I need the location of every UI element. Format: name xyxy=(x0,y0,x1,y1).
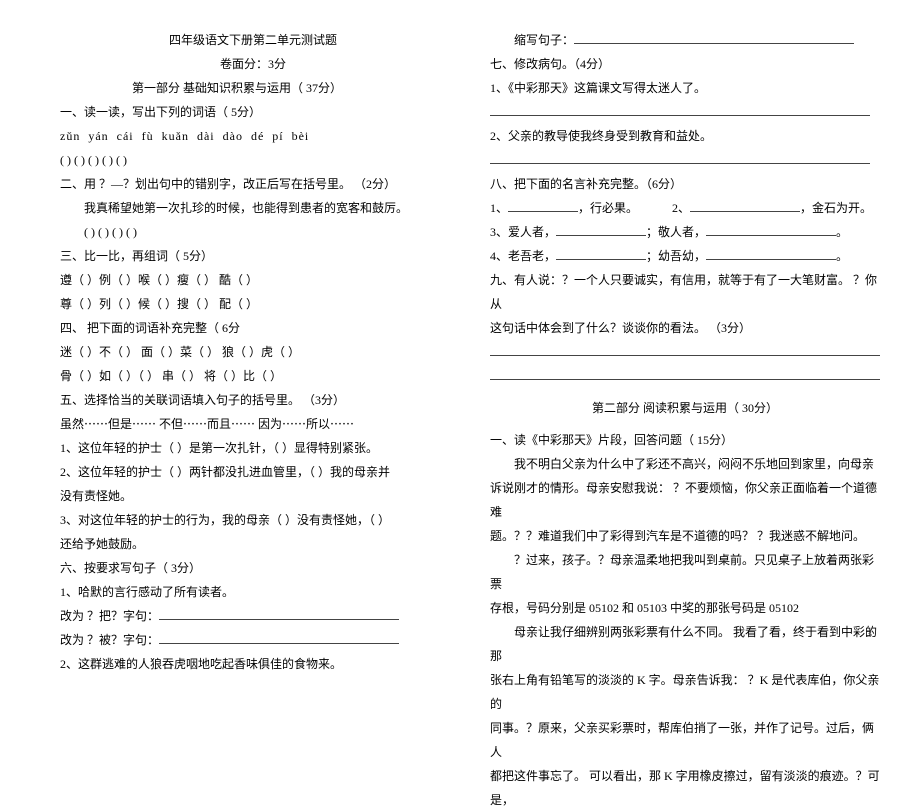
p4: ？过来，孩子。？母亲温柔地把我叫到桌前。只见桌子上放着两张彩票 xyxy=(490,548,880,596)
q2-b: 我真稀望她第一次扎珍的时候，也能得到患者的宽客和鼓厉。 xyxy=(60,196,446,220)
q3: 三、比一比，再组词（ 5分） xyxy=(60,244,446,268)
page-number: 3 xyxy=(867,628,873,640)
q8-4-label: 4、老吾老， xyxy=(490,249,556,263)
p9: 都把这件事忘了。 可以看出，那 K 字用橡皮擦过，留有淡淡的痕迹。？可是， xyxy=(490,764,880,812)
blank-line xyxy=(159,608,399,620)
q1: 一、读一读，写出下列的词语（ 5分） xyxy=(60,100,446,124)
q7-1: 1、《中彩那天》这篇课文写得太迷人了。 xyxy=(490,76,880,100)
blank-line xyxy=(706,224,836,236)
q4: 四、 把下面的词语补充完整（ 6分 xyxy=(60,316,446,340)
spacer xyxy=(490,420,880,428)
part1-heading: 第一部分 基础知识积累与运用（ 37分） xyxy=(60,76,446,100)
q2-a: 二、用 ？—？划出句中的错别字，改正后写在括号里。 （2分） xyxy=(60,172,446,196)
q3-row1: 遵（ ）例（ ）喉（ ）瘦（ ） 酷（ ） xyxy=(60,268,446,292)
q7-2: 2、父亲的教导使我终身受到教育和益处。 xyxy=(490,124,880,148)
q7-1-blank xyxy=(490,100,880,124)
q3-row2: 尊（ ）列（ ）候（ ）搜（ ） 配（ ） xyxy=(60,292,446,316)
q5-1: 1、这位年轻的护士（ ）是第一次扎针，（ ）显得特别紧张。 xyxy=(60,436,446,460)
q9a: 九、有人说：？一个人只要诚实，有信用，就等于有了一大笔财富。 ？你从 xyxy=(490,268,880,316)
r-q1: 一、读《中彩那天》片段，回答问题（ 15分） xyxy=(490,428,880,452)
p2: 诉说刚才的情形。母亲安慰我说： ？不要烦恼，你父亲正面临着一个道德难 xyxy=(490,476,880,524)
q8-1-num: 1、 xyxy=(490,201,508,215)
q8-1-mid: ，行必果。 xyxy=(578,201,638,215)
q4-row1: 迷（ ）不（ ） 面（ ）菜（ ） 狼（ ）虎（ ） xyxy=(60,340,446,364)
q6: 六、按要求写句子（ 3分） xyxy=(60,556,446,580)
q8-3-mid: ；敬人者， xyxy=(646,225,706,239)
q5-a: 虽然⋯⋯但是⋯⋯ 不但⋯⋯而且⋯⋯ 因为⋯⋯所以⋯⋯ xyxy=(60,412,446,436)
q1-pinyin: zǔn yán cái fù kuǎn dài dào dé pí bèi xyxy=(60,124,446,148)
p6: 母亲让我仔细辨别两张彩票有什么不同。 我看了看，终于看到中彩的那 xyxy=(490,620,880,668)
q9-blank1 xyxy=(490,340,880,364)
blank-line xyxy=(574,32,854,44)
q5-2b: 没有责怪她。 xyxy=(60,484,446,508)
q8-3-label: 3、爱人者， xyxy=(490,225,556,239)
blank-line xyxy=(690,200,800,212)
q5-3: 3、对这位年轻的护士的行为，我的母亲（ ）没有责怪她，（ ） xyxy=(60,508,446,532)
q2-c: ( ) ( ) ( ) ( ) xyxy=(60,220,446,244)
q7-2-blank xyxy=(490,148,880,172)
q8-4-mid: ；幼吾幼， xyxy=(646,249,706,263)
left-column: 四年级语文下册第二单元测试题 卷面分：3分 第一部分 基础知识积累与运用（ 37… xyxy=(60,28,446,812)
blank-line xyxy=(490,104,870,116)
q1-parens: ( ) ( ) ( ) ( ) ( ) xyxy=(60,148,446,172)
q4-row2: 骨（ ）如（ ）（ ） 串（ ） 将（ ）比（ ） xyxy=(60,364,446,388)
blank-line xyxy=(490,344,880,356)
q7: 七、修改病句。（4分） xyxy=(490,52,880,76)
p1: 我不明白父亲为什么中了彩还不高兴，闷闷不乐地回到家里，向母亲 xyxy=(490,452,880,476)
q5: 五、选择恰当的关联词语填入句子的括号里。 （3分） xyxy=(60,388,446,412)
blank-line xyxy=(556,248,646,260)
q9-blank2 xyxy=(490,364,880,388)
q6-1b: 改为 ？被？字句： xyxy=(60,628,446,652)
q8-row1: 1、 ，行必果。 2、 ，金石为开。 xyxy=(490,196,880,220)
q6-2: 2、这群逃难的人狼吞虎咽地吃起香味俱佳的食物来。 xyxy=(60,652,446,676)
p8: 同事。？原来，父亲买彩票时，帮库伯捎了一张，并作了记号。过后，俩人 xyxy=(490,716,880,764)
blank-line xyxy=(706,248,836,260)
q9b: 这句话中体会到了什么？谈谈你的看法。 （3分） xyxy=(490,316,880,340)
q6-1b-label: 改为 ？被？字句： xyxy=(60,633,159,647)
q5-2: 2、这位年轻的护士（ ）两针都没扎进血管里，（ ）我的母亲并 xyxy=(60,460,446,484)
blank-line xyxy=(490,368,880,380)
blank-line xyxy=(508,200,578,212)
doc-subtitle: 卷面分：3分 xyxy=(60,52,446,76)
part2-heading: 第二部分 阅读积累与运用（ 30分） xyxy=(490,396,880,420)
r0-label: 缩写句子： xyxy=(514,33,574,47)
q8-2-num: 2、 xyxy=(672,201,690,215)
p5: 存根，号码分别是 05102 和 05103 中奖的那张号码是 05102 xyxy=(490,596,880,620)
r0: 缩写句子： xyxy=(490,28,880,52)
q8: 八、把下面的名言补充完整。（6分） xyxy=(490,172,880,196)
q8-2-end: ，金石为开。 xyxy=(800,201,872,215)
q6-1: 1、哈默的言行感动了所有读者。 xyxy=(60,580,446,604)
q5-3b: 还给予她鼓励。 xyxy=(60,532,446,556)
right-column: 缩写句子： 七、修改病句。（4分） 1、《中彩那天》这篇课文写得太迷人了。 2、… xyxy=(490,28,880,812)
doc-title: 四年级语文下册第二单元测试题 xyxy=(60,28,446,52)
q6-1a: 改为 ？把？字句： xyxy=(60,604,446,628)
blank-line xyxy=(159,632,399,644)
q8-row4: 4、老吾老，；幼吾幼，。 xyxy=(490,244,880,268)
q6-1a-label: 改为 ？把？字句： xyxy=(60,609,159,623)
p7: 张右上角有铅笔写的淡淡的 K 字。母亲告诉我： ？K 是代表库伯，你父亲的 xyxy=(490,668,880,716)
blank-line xyxy=(556,224,646,236)
q8-row3: 3、爱人者，；敬人者，。 xyxy=(490,220,880,244)
blank-line xyxy=(490,152,870,164)
p3: 题。？？难道我们中了彩得到汽车是不道德的吗？ ？我迷惑不解地问。 xyxy=(490,524,880,548)
